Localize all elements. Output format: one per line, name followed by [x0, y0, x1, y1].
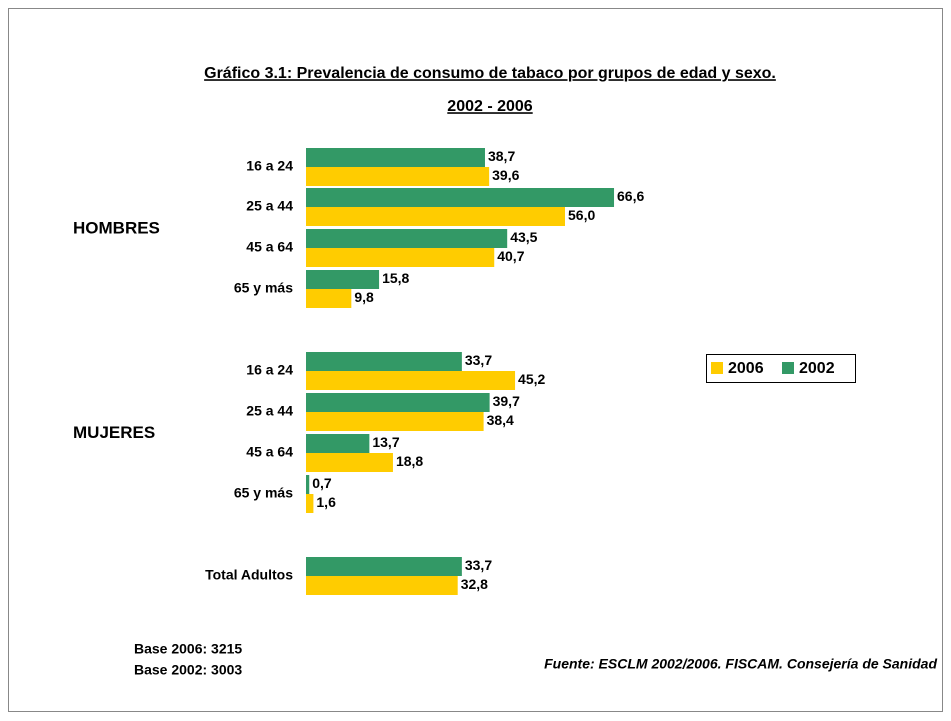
note: Base 2002: 3003	[134, 662, 242, 678]
bar	[306, 289, 352, 308]
legend-label: 2006	[728, 360, 764, 377]
bar	[306, 453, 393, 472]
value-label: 38,7	[488, 148, 515, 164]
chart-subtitle: 2002 - 2006	[447, 98, 533, 115]
value-label: 66,6	[617, 188, 644, 204]
bar	[306, 229, 508, 248]
value-label: 33,7	[465, 557, 492, 573]
value-label: 56,0	[568, 207, 595, 223]
category-label: 65 y más	[234, 280, 293, 296]
bar	[306, 371, 516, 390]
bar	[306, 270, 380, 289]
category-label: 45 a 64	[246, 444, 293, 460]
bar	[306, 494, 314, 513]
legend-box	[706, 354, 856, 383]
bar	[306, 248, 495, 267]
category-label: Total Adultos	[205, 567, 293, 583]
legend-swatch	[711, 362, 723, 374]
value-label: 40,7	[497, 248, 524, 264]
value-label: 13,7	[372, 434, 399, 450]
bar	[306, 434, 370, 453]
bar	[306, 475, 310, 494]
note: Base 2006: 3215	[134, 641, 242, 657]
value-label: 0,7	[312, 475, 332, 491]
group-label: HOMBRES	[73, 218, 160, 237]
chart-title: Gráfico 3.1: Prevalencia de consumo de t…	[204, 65, 776, 82]
source: Fuente: ESCLM 2002/2006. FISCAM. Conseje…	[544, 656, 937, 672]
bar	[306, 148, 485, 167]
group-label: MUJERES	[73, 423, 155, 442]
value-label: 39,6	[492, 167, 519, 183]
value-label: 32,8	[461, 576, 488, 592]
bar	[306, 167, 490, 186]
category-label: 16 a 24	[246, 362, 293, 378]
category-label: 25 a 44	[246, 403, 293, 419]
value-label: 38,4	[487, 412, 514, 428]
bar	[306, 352, 462, 371]
bar	[306, 188, 615, 207]
value-label: 15,8	[382, 270, 409, 286]
value-label: 45,2	[518, 371, 545, 387]
value-label: 1,6	[316, 494, 336, 510]
category-label: 45 a 64	[246, 239, 293, 255]
value-label: 9,8	[354, 289, 374, 305]
bar	[306, 412, 484, 431]
category-label: 65 y más	[234, 485, 293, 501]
value-label: 18,8	[396, 453, 423, 469]
bar	[306, 576, 458, 595]
value-label: 43,5	[510, 229, 537, 245]
category-label: 16 a 24	[246, 158, 293, 174]
bar	[306, 557, 462, 576]
bar	[306, 207, 565, 226]
category-label: 25 a 44	[246, 198, 293, 214]
legend-label: 2002	[799, 360, 835, 377]
legend-swatch	[782, 362, 794, 374]
bar	[306, 393, 490, 412]
value-label: 39,7	[493, 393, 520, 409]
value-label: 33,7	[465, 352, 492, 368]
